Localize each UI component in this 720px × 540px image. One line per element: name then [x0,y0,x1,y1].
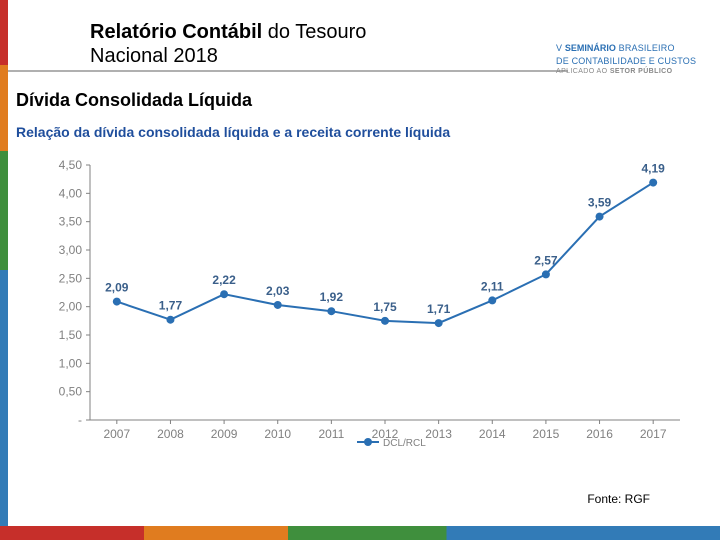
data-marker [488,296,496,304]
x-tick-label: 2010 [264,427,291,441]
chart-subtitle: Relação da dívida consolidada líquida e … [16,124,450,140]
title-bold: Relatório Contábil [90,21,262,43]
title-line-1: Relatório Contábil do Tesouro [90,20,430,44]
y-tick-label: 4,00 [59,186,83,200]
legend-swatch-marker [364,438,372,446]
data-label: 1,71 [427,302,451,316]
data-marker [649,179,657,187]
data-marker [274,301,282,309]
title-underline [8,70,568,72]
data-label: 1,77 [159,299,183,313]
y-tick-label: - [78,413,82,427]
section-title: Dívida Consolidada Líquida [16,90,252,111]
x-tick-label: 2016 [586,427,613,441]
data-marker [435,319,443,327]
event-logo: V SEMINÁRIO BRASILEIRO DE CONTABILIDADE … [556,38,706,75]
data-marker [220,290,228,298]
left-accent-stripe [0,0,8,540]
x-tick-label: 2011 [318,427,344,441]
title-block: Relatório Contábil do Tesouro Nacional 2… [90,20,430,68]
data-label: 1,92 [320,290,344,304]
logo-line-1: V SEMINÁRIO BRASILEIRO [556,38,706,56]
data-label: 2,22 [212,273,236,287]
data-label: 4,19 [642,162,666,176]
y-tick-label: 1,50 [59,328,83,342]
x-tick-label: 2015 [533,427,560,441]
data-label: 3,59 [588,196,612,210]
data-label: 2,11 [481,279,504,293]
data-label: 2,09 [105,281,129,295]
y-tick-label: 1,00 [59,356,83,370]
x-tick-label: 2008 [157,427,184,441]
data-marker [596,213,604,221]
legend-label: DCL/RCL [383,438,426,449]
data-label: 2,57 [534,253,558,267]
data-marker [542,270,550,278]
title-rest: do Tesouro [262,21,366,43]
x-tick-label: 2013 [425,427,452,441]
chart-svg: - 0,50 1,00 1,50 2,00 2,50 3,00 3,50 4,00 4,50 200… [30,160,690,470]
data-marker [327,307,335,315]
data-label: 1,75 [373,300,397,314]
x-tick-label: 2007 [103,427,130,441]
x-tick-label: 2009 [211,427,238,441]
y-tick-label: 3,00 [59,243,83,257]
y-tick-label: 2,50 [59,271,83,285]
chart: - 0,50 1,00 1,50 2,00 2,50 3,00 3,50 4,00 4,50 200… [30,160,690,470]
y-tick-label: 4,50 [59,160,83,172]
source-label: Fonte: RGF [587,492,650,506]
x-tick-label: 2017 [640,427,667,441]
title-line-2: Nacional 2018 [90,44,430,68]
logo-line-2: DE CONTABILIDADE E CUSTOS [556,56,706,66]
x-tick-label: 2014 [479,427,506,441]
data-marker [113,298,121,306]
bottom-accent-stripe [0,526,720,540]
logo-line-3: APLICADO AO SETOR PÚBLICO [556,68,706,75]
data-label: 2,03 [266,284,290,298]
data-marker [381,317,389,325]
data-marker [166,316,174,324]
y-tick-label: 0,50 [59,385,83,399]
y-tick-label: 3,50 [59,215,83,229]
slide: Relatório Contábil do Tesouro Nacional 2… [0,0,720,540]
y-tick-label: 2,00 [59,300,83,314]
